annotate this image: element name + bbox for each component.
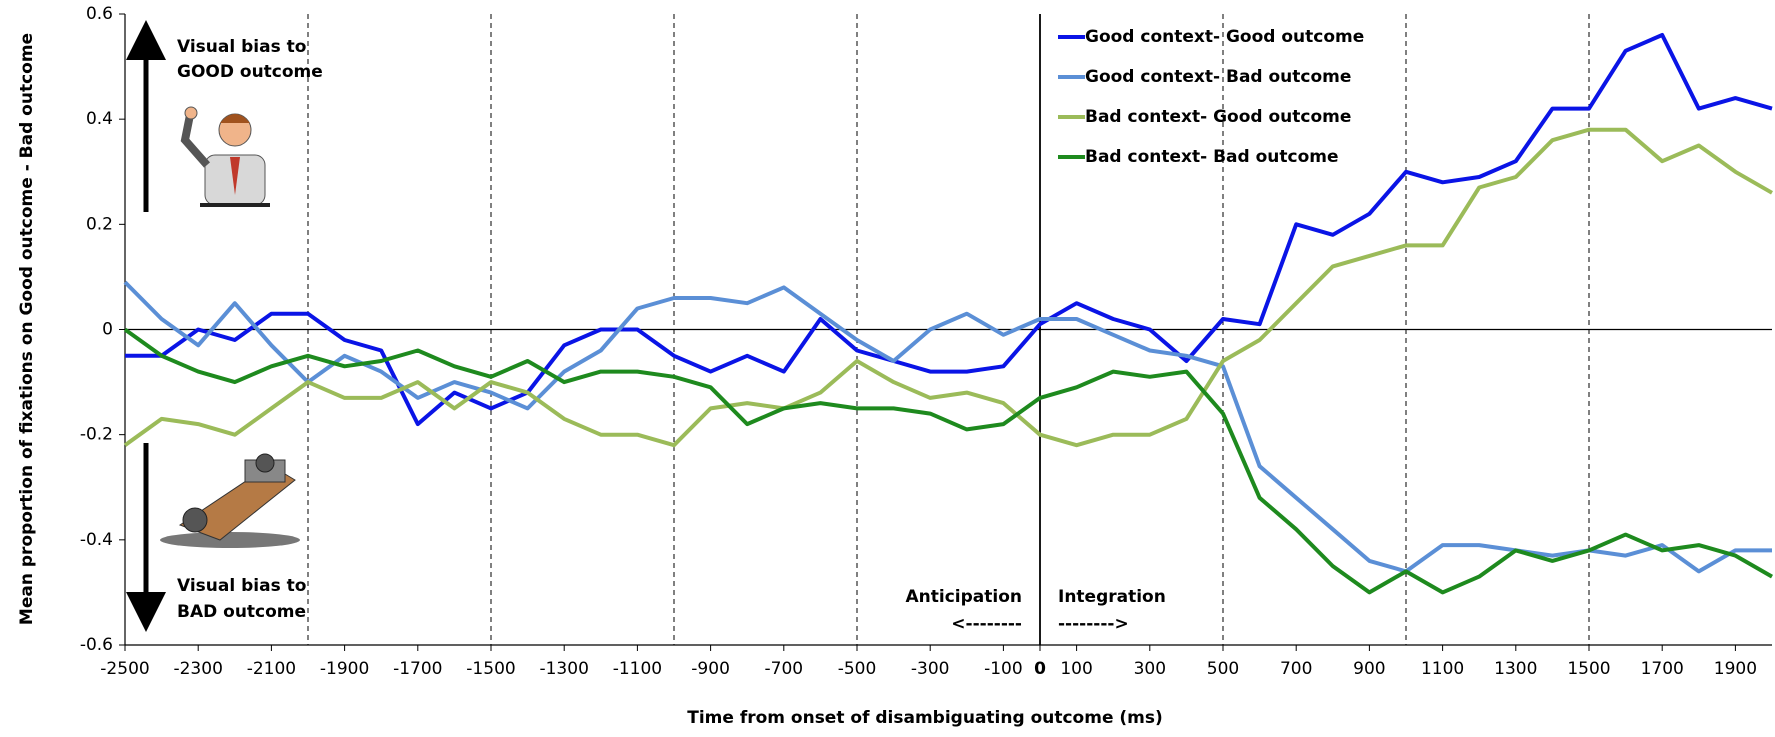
y-tick-label: -0.2: [80, 425, 113, 445]
series-line: [125, 130, 1772, 446]
y-tick-label: 0.4: [86, 109, 113, 129]
annotation: Visual bias to: [177, 37, 306, 57]
annotation: -------->: [1058, 614, 1129, 634]
annotation: Anticipation: [906, 587, 1023, 607]
x-tick-label: 300: [1134, 659, 1166, 679]
x-tick-label: 1700: [1641, 659, 1684, 679]
annotation: BAD outcome: [177, 602, 306, 622]
x-tick-label: 1100: [1421, 659, 1464, 679]
x-tick-label: -300: [911, 659, 950, 679]
x-tick-label: -1300: [539, 659, 588, 679]
x-tick-label: -1500: [466, 659, 515, 679]
x-tick-label: -500: [838, 659, 877, 679]
x-tick-label: -100: [984, 659, 1023, 679]
legend-label: Bad context- Bad outcome: [1085, 147, 1339, 167]
x-tick-label: -900: [691, 659, 730, 679]
annotation: <--------: [951, 614, 1022, 634]
x-tick-label: -2500: [100, 659, 149, 679]
y-axis-title: Mean proportion of fixations on Good out…: [17, 33, 37, 625]
x-tick-label: 1300: [1494, 659, 1537, 679]
x-tick-label: 500: [1207, 659, 1239, 679]
crashed-car-icon: [160, 454, 300, 548]
happy-man-icon: [185, 107, 270, 207]
x-tick-label: -2100: [247, 659, 296, 679]
x-tick-label: -1900: [320, 659, 369, 679]
x-tick-label: 1500: [1567, 659, 1610, 679]
y-tick-label: 0.2: [86, 214, 113, 234]
page: {"chart_data": { "type": "line", "y_labe…: [0, 0, 1775, 733]
annotation: GOOD outcome: [177, 62, 323, 82]
legend-label: Bad context- Good outcome: [1085, 107, 1351, 127]
legend-label: Good context- Bad outcome: [1085, 67, 1351, 87]
y-tick-label: 0.6: [86, 4, 113, 24]
chart: Visual bias to GOOD outcome Visual bias …: [0, 0, 1775, 733]
x-tick-label: 900: [1353, 659, 1385, 679]
x-tick-label: 700: [1280, 659, 1312, 679]
annotation: Visual bias to: [177, 576, 306, 596]
y-tick-label: -0.4: [80, 530, 113, 550]
lines-layer: [125, 35, 1772, 592]
series-line: [125, 282, 1772, 571]
legend-label: Good context- Good outcome: [1085, 27, 1364, 47]
annotation: Integration: [1058, 587, 1166, 607]
x-tick-label: -700: [765, 659, 804, 679]
x-tick-label: -2300: [173, 659, 222, 679]
y-tick-label: 0: [102, 320, 113, 340]
x-tick-label: 0: [1034, 659, 1046, 679]
x-tick-label: -1100: [613, 659, 662, 679]
y-tick-label: -0.6: [80, 635, 113, 655]
grid-layer: [119, 14, 1772, 651]
x-tick-label: 100: [1060, 659, 1092, 679]
x-axis-title: Time from onset of disambiguating outcom…: [687, 708, 1163, 728]
x-tick-label: 1900: [1714, 659, 1757, 679]
x-tick-label: -1700: [393, 659, 442, 679]
